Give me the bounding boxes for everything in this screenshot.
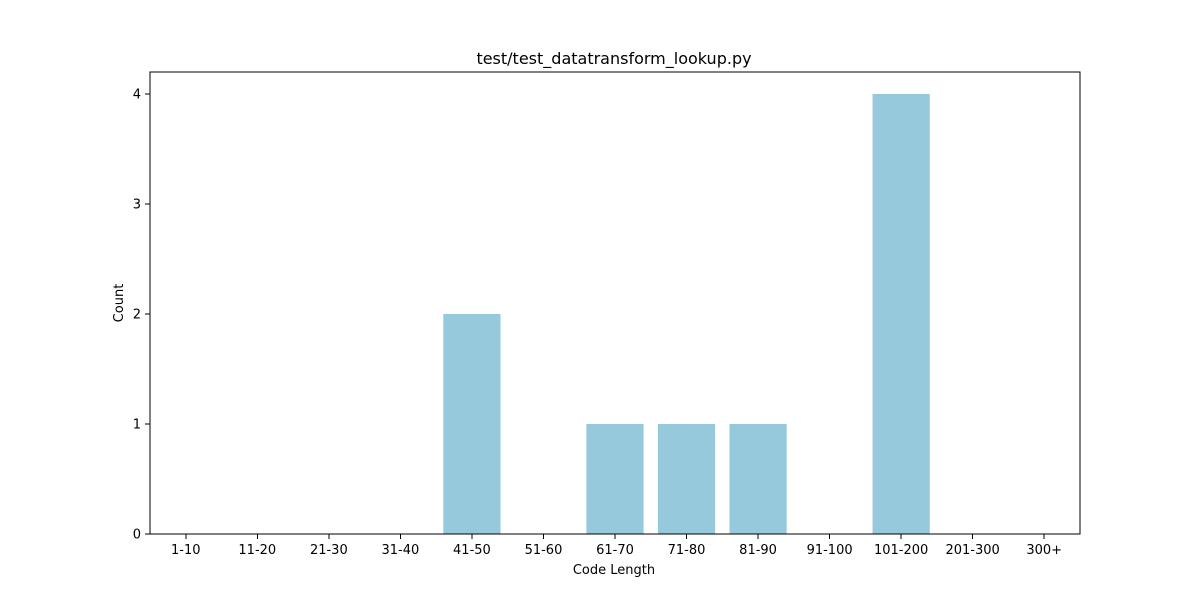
x-axis: 1-10 11-20 21-30 31-40 41-50 51-60 61-70 71-80 8… <box>171 534 1062 558</box>
bars-layer <box>443 94 930 534</box>
x-tick-label: 300+ <box>1026 543 1062 558</box>
y-axis-label: Count <box>112 284 127 323</box>
bar-81-90 <box>729 424 787 534</box>
x-tick-label: 201-300 <box>946 543 1000 558</box>
x-tick-label: 21-30 <box>310 543 348 558</box>
y-tick-label: 4 <box>133 88 141 103</box>
bar-41-50 <box>443 314 501 534</box>
bar-61-70 <box>586 424 644 534</box>
y-tick-label: 3 <box>133 198 141 213</box>
x-tick-label: 101-200 <box>874 543 928 558</box>
y-axis: 0 1 2 3 4 <box>133 88 150 543</box>
bar-71-80 <box>657 424 716 534</box>
x-tick-label: 11-20 <box>238 543 276 558</box>
x-tick-label: 81-90 <box>739 543 777 558</box>
x-tick-label: 1-10 <box>171 543 201 558</box>
bar-101-200 <box>872 94 930 534</box>
x-tick-label: 71-80 <box>668 543 706 558</box>
chart-title: test/test_datatransform_lookup.py <box>476 49 751 69</box>
x-axis-label: Code Length <box>573 563 655 578</box>
y-tick-label: 2 <box>133 308 141 323</box>
y-tick-label: 1 <box>133 418 141 433</box>
x-tick-label: 61-70 <box>596 543 634 558</box>
x-tick-label: 51-60 <box>525 543 563 558</box>
y-tick-label: 0 <box>133 528 141 543</box>
x-tick-label: 41-50 <box>453 543 491 558</box>
x-tick-label: 31-40 <box>381 543 419 558</box>
x-tick-label: 91-100 <box>807 543 853 558</box>
